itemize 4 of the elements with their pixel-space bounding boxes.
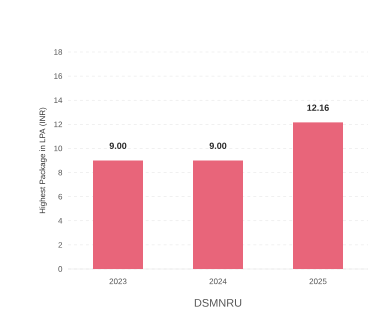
- x-axis-title: DSMNRU: [194, 299, 242, 307]
- data-label: 9.00: [210, 142, 226, 149]
- data-label: 9.00: [110, 142, 126, 149]
- data-label: 12.16: [307, 104, 329, 111]
